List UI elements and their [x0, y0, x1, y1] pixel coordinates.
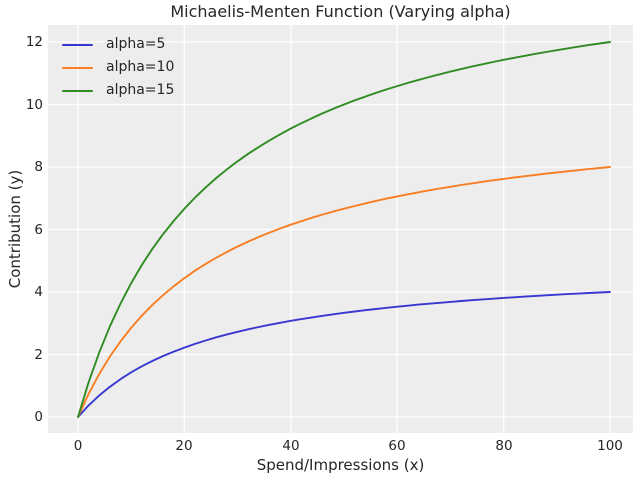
- legend-item: alpha=10: [62, 56, 174, 79]
- y-tick-label: 2: [34, 347, 43, 363]
- chart-title: Michaelis-Menten Function (Varying alpha…: [170, 2, 511, 21]
- y-axis-label: Contribution (y): [6, 169, 24, 289]
- x-tick-label: 100: [597, 438, 623, 454]
- x-tick-label: 60: [388, 438, 406, 454]
- legend-line-swatch: [62, 66, 93, 69]
- legend-line-swatch: [62, 43, 93, 46]
- plot-area: [48, 25, 633, 433]
- curve-alpha=10: [77, 166, 611, 418]
- x-tick-label: 20: [175, 438, 193, 454]
- y-tick-label: 8: [34, 159, 43, 175]
- legend-label: alpha=5: [106, 36, 166, 52]
- x-tick-label: 0: [73, 438, 83, 454]
- legend-item: alpha=15: [62, 79, 174, 102]
- y-tick-label: 10: [25, 97, 43, 113]
- x-tick-label: 40: [282, 438, 300, 454]
- y-tick-label: 6: [34, 222, 43, 238]
- plot-canvas: [48, 25, 633, 433]
- legend: alpha=5 alpha=10 alpha=15: [62, 33, 174, 102]
- x-tick-label: 80: [495, 438, 513, 454]
- y-tick-label: 0: [34, 409, 43, 425]
- curve-alpha=15: [77, 41, 611, 418]
- legend-item: alpha=5: [62, 33, 174, 56]
- legend-label: alpha=10: [106, 59, 175, 75]
- legend-line-swatch: [62, 89, 93, 92]
- y-tick-label: 12: [25, 34, 43, 50]
- x-axis-label: Spend/Impressions (x): [256, 456, 425, 474]
- curve-alpha=5: [77, 291, 611, 418]
- y-tick-label: 4: [34, 284, 43, 300]
- legend-label: alpha=15: [106, 82, 175, 98]
